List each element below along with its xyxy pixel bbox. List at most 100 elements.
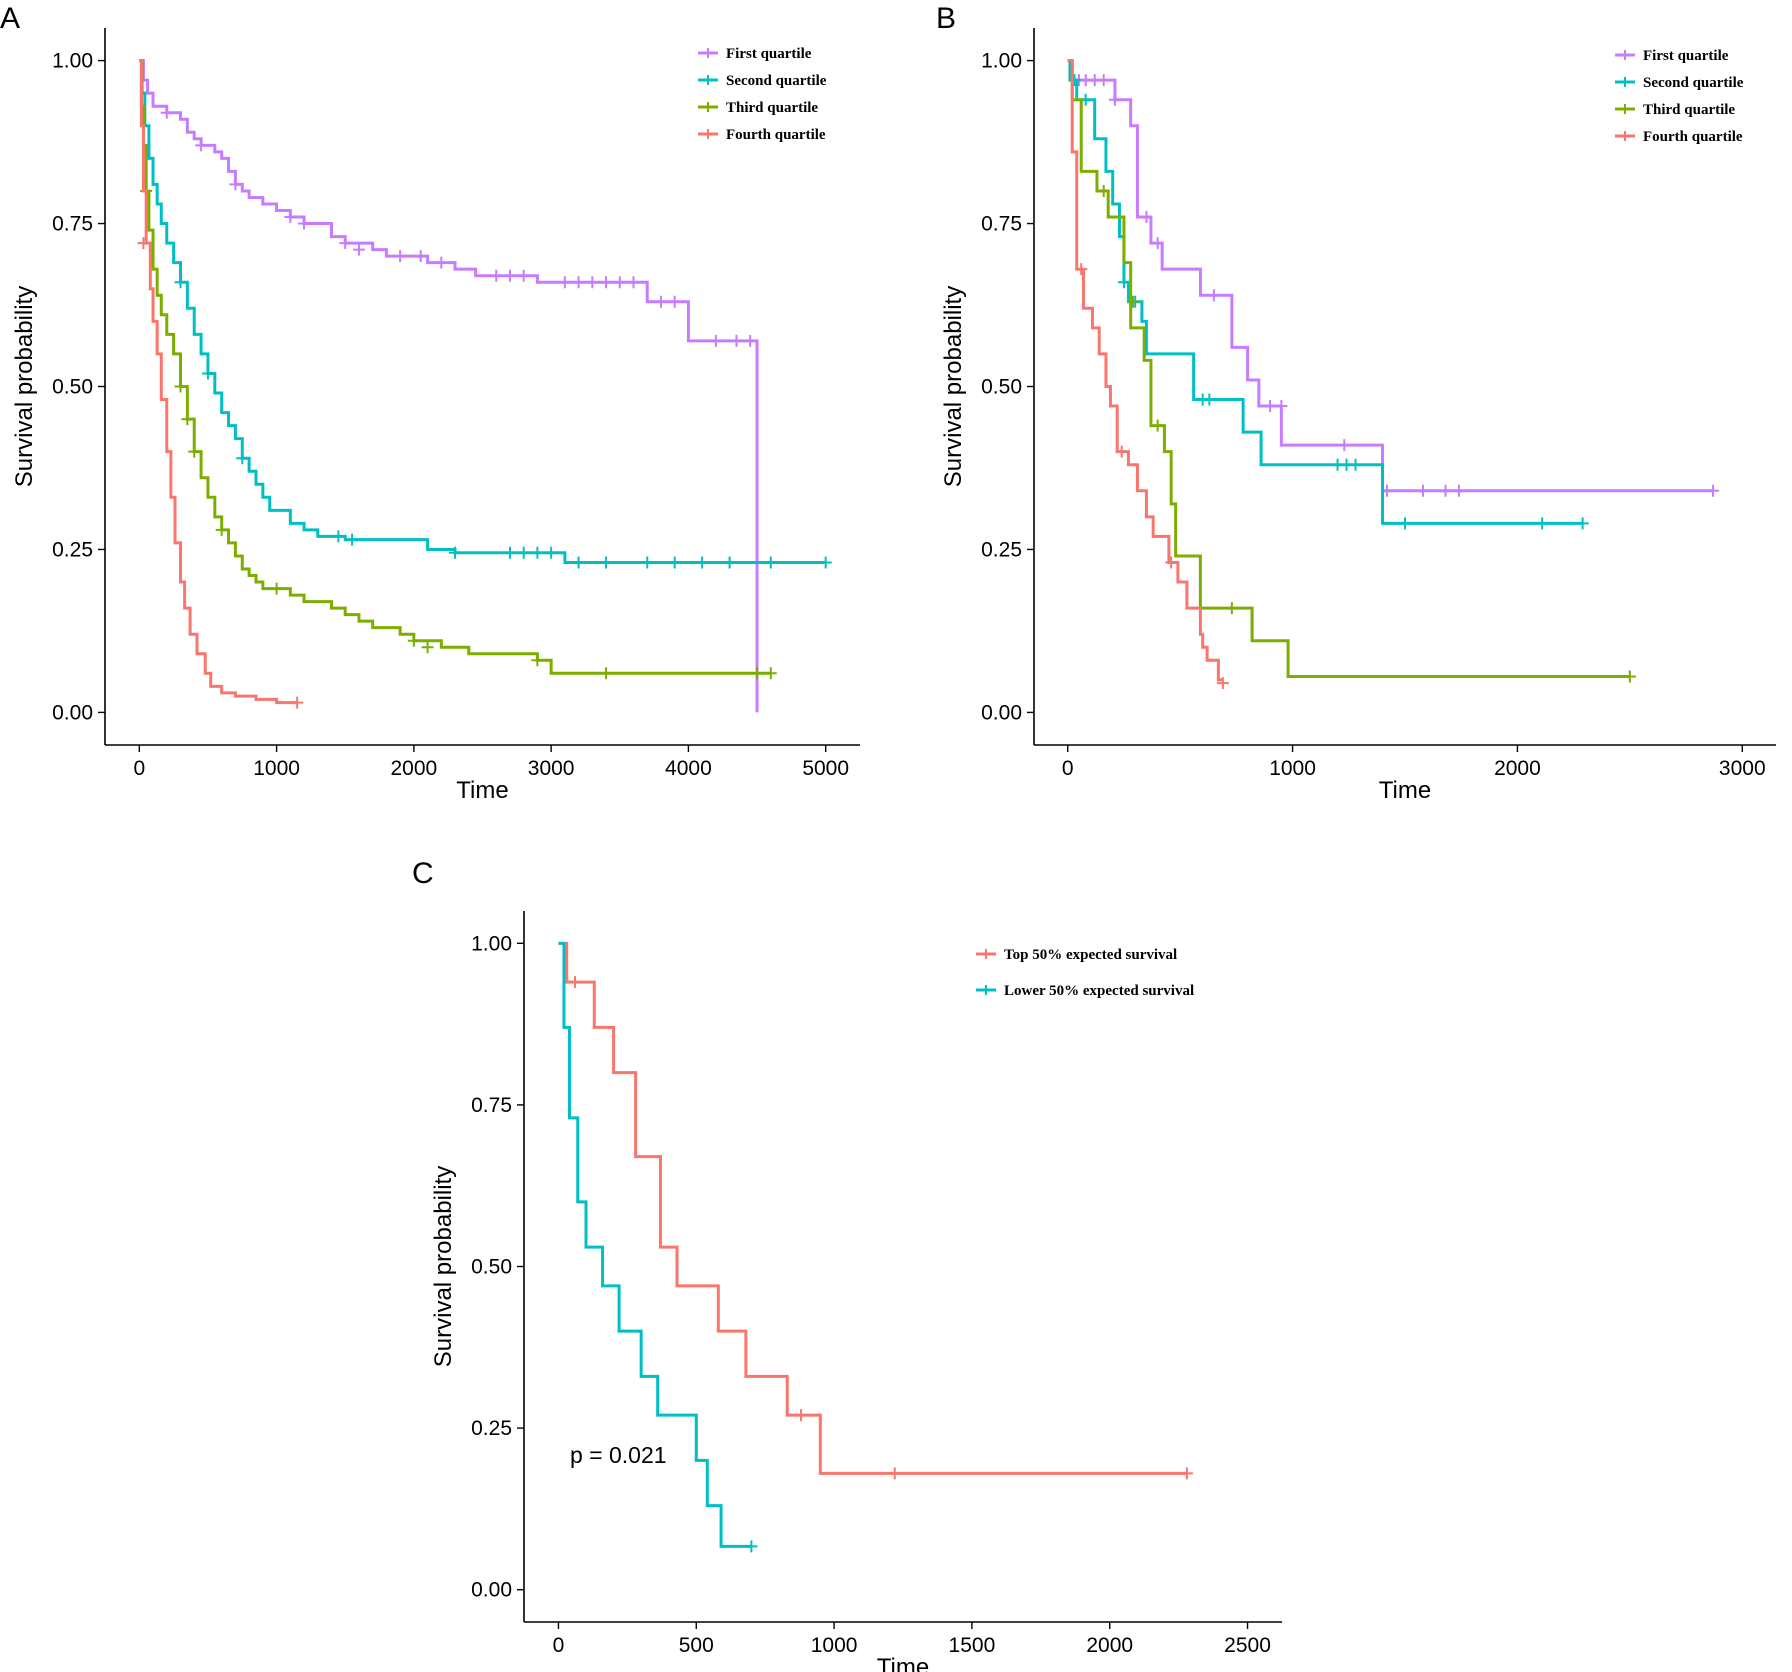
panel-a-censor-mark xyxy=(339,237,352,250)
panel-b-y-tick-label: 0.25 xyxy=(981,538,1022,561)
panel-b-censor-mark xyxy=(1203,393,1216,406)
panel-b-x-tick-label: 1000 xyxy=(1269,757,1316,780)
panel-c-censor-mark xyxy=(888,1467,901,1480)
panel-a-censor-mark xyxy=(613,276,626,289)
panel-b-censor-mark xyxy=(1115,445,1128,458)
panel-a-censor-mark xyxy=(270,582,283,595)
panel-a-censor-mark xyxy=(435,256,448,269)
panel-b-censor-mark xyxy=(1165,556,1178,569)
panel-a-censor-mark xyxy=(298,217,311,230)
panel-c-x-tick-label: 2500 xyxy=(1224,1634,1271,1657)
panel-b-censor-mark xyxy=(1264,400,1277,413)
panel-a-censor-mark xyxy=(654,295,667,308)
panel-a-series-line-2 xyxy=(139,59,771,675)
panel-a-series-line-1 xyxy=(139,59,826,564)
panel-a-censor-mark xyxy=(723,556,736,569)
panel-c-censor-mark xyxy=(745,1540,758,1553)
panel-c-legend-label-1: Lower 50% expected survival xyxy=(1004,983,1194,999)
panel-c-chart: 0 500 1000 1500 2000 2500 0.00 0.25 0.50 0.75 1.00… xyxy=(430,911,1282,1672)
panel-a-series-line-3 xyxy=(139,59,298,705)
panel-b-censor-mark xyxy=(1075,263,1088,276)
panel-a-censor-mark xyxy=(352,243,365,256)
panel-a-censor-mark xyxy=(229,178,242,191)
panel-c-x-tick-label: 1500 xyxy=(949,1634,996,1657)
panel-a-censor-mark xyxy=(572,276,585,289)
panel-c-y-axis-title: Survival probability xyxy=(430,1166,457,1367)
panel-a-censor-mark xyxy=(291,696,304,709)
panel-c-y-tick-label: 0.75 xyxy=(471,1094,512,1117)
panel-c-x-tick-label: 500 xyxy=(679,1634,714,1657)
panel-b-censor-mark xyxy=(1216,677,1229,690)
panel-a-censor-mark xyxy=(819,556,832,569)
panel-a-censor-mark xyxy=(517,546,530,559)
panel-b-y-tick-label: 0.00 xyxy=(981,701,1022,724)
panel-b-censor-mark xyxy=(1623,670,1636,683)
panel-b-censor-mark xyxy=(1151,419,1164,432)
panel-b-series-line-2 xyxy=(1067,59,1630,679)
panel-b-censor-mark xyxy=(1097,74,1110,87)
panel-b-y-tick-label: 0.75 xyxy=(981,213,1022,236)
panel-label-b: B xyxy=(936,2,956,35)
panel-b-censor-mark xyxy=(1707,484,1720,497)
panel-label-a: A xyxy=(0,2,20,35)
panel-a-x-tick-label: 1000 xyxy=(253,757,300,780)
panel-a-censor-mark xyxy=(503,546,516,559)
panel-b-censor-mark xyxy=(1126,295,1139,308)
panel-b-x-axis-title: Time xyxy=(1379,777,1431,804)
panel-c-x-tick-label: 2000 xyxy=(1086,1634,1133,1657)
panel-b-y-tick-label: 0.50 xyxy=(981,376,1022,399)
panel-a-y-tick-label: 1.00 xyxy=(52,50,93,73)
panel-a-censor-mark xyxy=(346,533,359,546)
panel-a-censor-mark xyxy=(332,530,345,543)
panel-c-censor-mark xyxy=(568,976,581,989)
panel-a-legend-label-0: First quartile xyxy=(726,46,812,62)
panel-a-censor-mark xyxy=(751,667,764,680)
panel-b-y-axis-title: Survival probability xyxy=(940,286,967,487)
panel-b-censor-mark xyxy=(1097,184,1110,197)
panel-a-censor-mark xyxy=(517,269,530,282)
panel-a-x-tick-label: 2000 xyxy=(391,757,438,780)
panel-a-censor-mark xyxy=(668,295,681,308)
panel-b-chart: 0 1000 2000 3000 0.00 0.25 0.50 0.75 1.00 Time Sur… xyxy=(940,28,1776,804)
panel-c-series-line-0 xyxy=(558,941,1187,1475)
panel-a-censor-mark xyxy=(174,276,187,289)
panel-a-censor-mark xyxy=(600,667,613,680)
panel-b-censor-mark xyxy=(1452,484,1465,497)
panel-b-censor-mark xyxy=(1108,93,1121,106)
panel-a-censor-mark xyxy=(531,546,544,559)
panel-a-censor-mark xyxy=(407,634,420,647)
panel-a-legend-label-2: Third quartile xyxy=(726,100,818,116)
panel-c-y-tick-label: 0.50 xyxy=(471,1256,512,1279)
panel-c-y-tick-label: 0.00 xyxy=(471,1579,512,1602)
panel-a-censor-mark xyxy=(696,556,709,569)
panel-b-legend-label-1: Second quartile xyxy=(1643,75,1744,91)
panel-c-y-tick-label: 0.25 xyxy=(471,1417,512,1440)
panel-a-censor-mark xyxy=(572,556,585,569)
panel-b-censor-mark xyxy=(1140,211,1153,224)
panel-a-censor-mark xyxy=(201,367,214,380)
panel-a-x-tick-label: 5000 xyxy=(802,757,849,780)
panel-b-censor-mark xyxy=(1536,517,1549,530)
panel-a-censor-mark xyxy=(160,106,173,119)
panel-a-censor-mark xyxy=(181,413,194,426)
panel-a-censor-mark xyxy=(764,667,777,680)
panel-a-chart: 0 1000 2000 3000 4000 5000 0.00 0.25 0.50 0.75 1.0… xyxy=(11,28,860,804)
panel-b-censor-mark xyxy=(1439,484,1452,497)
panel-a-censor-mark xyxy=(394,250,407,263)
panel-b-series-line-1 xyxy=(1067,59,1583,525)
panel-b-x-tick-label: 0 xyxy=(1062,757,1074,780)
panel-b-censor-mark xyxy=(1416,484,1429,497)
panel-c-censor-mark xyxy=(1180,1467,1193,1480)
panel-a-censor-mark xyxy=(449,546,462,559)
panel-c-legend-label-0: Top 50% expected survival xyxy=(1004,947,1177,963)
panel-c-x-axis-title: Time xyxy=(877,1654,929,1672)
panel-a-x-tick-label: 3000 xyxy=(528,757,575,780)
panel-a-censor-mark xyxy=(531,654,544,667)
panel-c-censor-mark xyxy=(795,1409,808,1422)
panel-b-y-tick-label: 1.00 xyxy=(981,50,1022,73)
panel-a-x-tick-label: 4000 xyxy=(665,757,712,780)
panel-a-censor-mark xyxy=(586,276,599,289)
panel-a-y-axis-title: Survival probability xyxy=(11,286,38,487)
panel-a-censor-mark xyxy=(668,556,681,569)
